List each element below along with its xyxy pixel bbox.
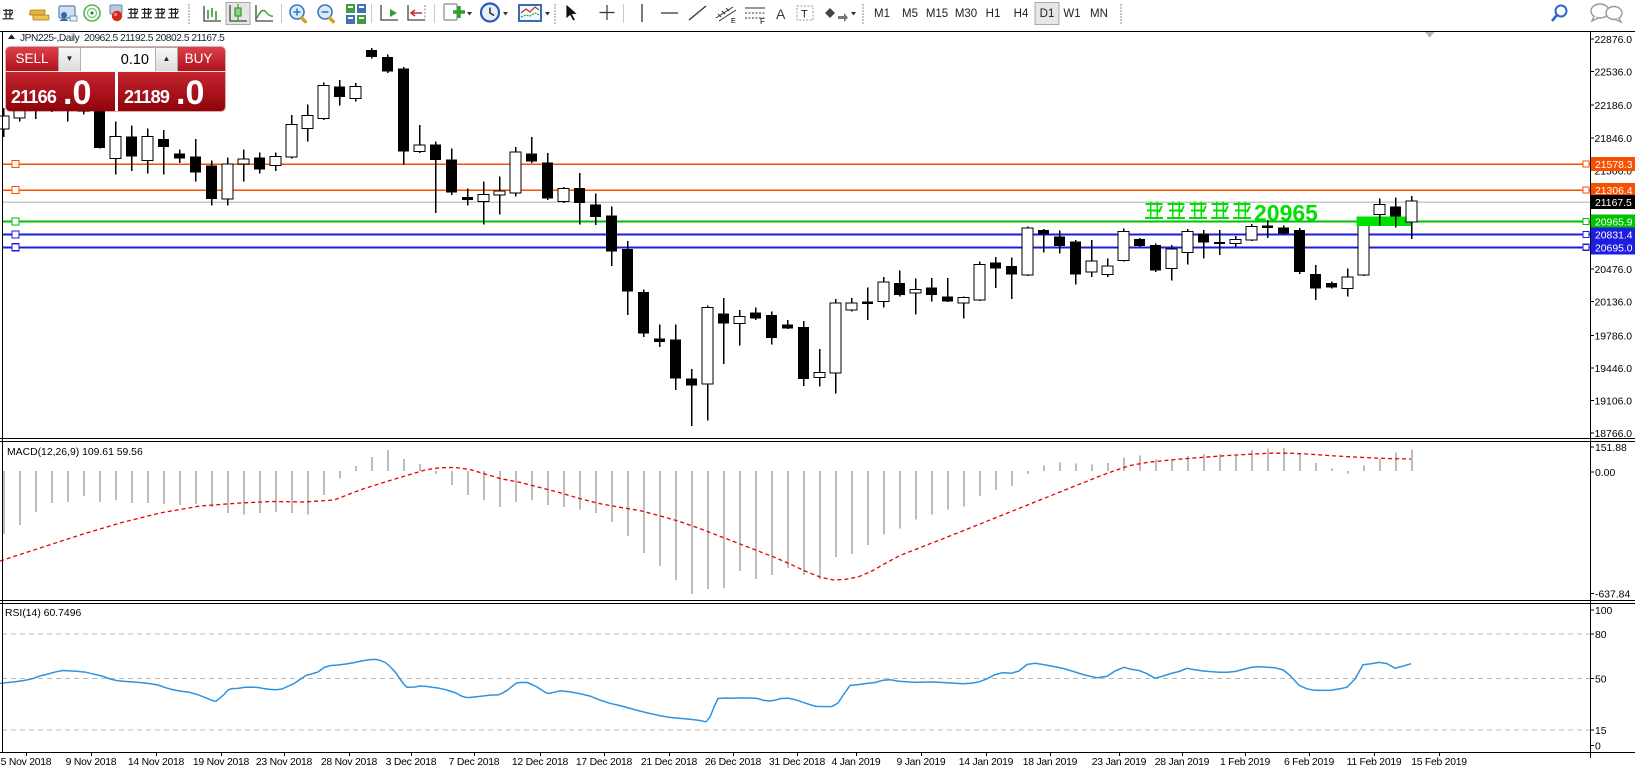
- svg-text:5 Nov 2018: 5 Nov 2018: [1, 757, 52, 768]
- svg-text:-637.84: -637.84: [1595, 590, 1630, 601]
- svg-text:19 Nov 2018: 19 Nov 2018: [193, 757, 250, 768]
- svg-text:20831.4: 20831.4: [1595, 231, 1633, 242]
- svg-text:A: A: [776, 6, 786, 22]
- svg-text:21 Dec 2018: 21 Dec 2018: [641, 757, 698, 768]
- svg-text:H4: H4: [1014, 8, 1029, 20]
- svg-text:21506.0: 21506.0: [1595, 166, 1633, 177]
- svg-text:18 Jan 2019: 18 Jan 2019: [1023, 757, 1078, 768]
- svg-text:28 Jan 2019: 28 Jan 2019: [1155, 757, 1210, 768]
- svg-text:17 Dec 2018: 17 Dec 2018: [576, 757, 633, 768]
- svg-text:JPN225-,Daily 20962.5 21192.5: JPN225-,Daily 20962.5 21192.5 20802.5 21…: [20, 33, 225, 44]
- svg-text:100: 100: [1595, 606, 1613, 617]
- svg-text:H1: H1: [986, 8, 1001, 20]
- svg-text:11 Feb 2019: 11 Feb 2019: [1347, 757, 1402, 768]
- svg-text:21578.3: 21578.3: [1595, 160, 1633, 171]
- svg-text:M1: M1: [874, 8, 890, 20]
- svg-text:19786.0: 19786.0: [1595, 331, 1633, 342]
- svg-text:15 Feb 2019: 15 Feb 2019: [1411, 757, 1467, 768]
- svg-text:MN: MN: [1090, 8, 1108, 20]
- svg-text:14 Jan 2019: 14 Jan 2019: [959, 757, 1014, 768]
- svg-text:21167.5: 21167.5: [1595, 198, 1632, 209]
- svg-text:20695.0: 20695.0: [1595, 243, 1633, 254]
- svg-text:21306.4: 21306.4: [1595, 186, 1633, 197]
- svg-text:28 Nov 2018: 28 Nov 2018: [321, 757, 378, 768]
- svg-text:0.00: 0.00: [1595, 468, 1615, 479]
- svg-text:4 Jan 2019: 4 Jan 2019: [832, 757, 881, 768]
- svg-text:50: 50: [1595, 674, 1607, 685]
- svg-text:9 Jan 2019: 9 Jan 2019: [897, 757, 946, 768]
- svg-text:M5: M5: [902, 8, 918, 20]
- svg-text:E: E: [731, 18, 736, 25]
- svg-text:23 Nov 2018: 23 Nov 2018: [256, 757, 313, 768]
- svg-text:19446.0: 19446.0: [1595, 364, 1633, 375]
- svg-text:26 Dec 2018: 26 Dec 2018: [705, 757, 762, 768]
- svg-text:MACD(12,26,9) 109.61 59.56: MACD(12,26,9) 109.61 59.56: [7, 447, 143, 458]
- svg-text:7 Dec 2018: 7 Dec 2018: [449, 757, 500, 768]
- svg-text:14 Nov 2018: 14 Nov 2018: [128, 757, 185, 768]
- svg-text:20136.0: 20136.0: [1595, 298, 1633, 309]
- svg-text:31 Dec 2018: 31 Dec 2018: [769, 757, 826, 768]
- svg-text:22876.0: 22876.0: [1595, 35, 1633, 46]
- svg-text:80: 80: [1595, 630, 1607, 641]
- svg-text:M15: M15: [926, 8, 948, 20]
- svg-text:21846.0: 21846.0: [1595, 134, 1633, 145]
- svg-text:19106.0: 19106.0: [1595, 397, 1633, 408]
- svg-text:M30: M30: [955, 8, 977, 20]
- svg-text:9 Nov 2018: 9 Nov 2018: [66, 757, 117, 768]
- svg-text:151.88: 151.88: [1595, 443, 1627, 454]
- svg-text:6 Feb 2019: 6 Feb 2019: [1284, 757, 1335, 768]
- svg-text:20965.9: 20965.9: [1595, 218, 1633, 229]
- svg-text:3 Dec 2018: 3 Dec 2018: [386, 757, 437, 768]
- svg-text:12 Dec 2018: 12 Dec 2018: [512, 757, 569, 768]
- svg-text:F: F: [760, 17, 765, 26]
- svg-text:0: 0: [1595, 742, 1601, 753]
- svg-text:W1: W1: [1063, 8, 1080, 20]
- svg-text:15: 15: [1595, 726, 1607, 737]
- svg-text:RSI(14) 60.7496: RSI(14) 60.7496: [5, 608, 81, 619]
- svg-text:T: T: [801, 9, 808, 21]
- svg-text:23 Jan 2019: 23 Jan 2019: [1092, 757, 1147, 768]
- svg-text:1 Feb 2019: 1 Feb 2019: [1220, 757, 1271, 768]
- svg-text:22536.0: 22536.0: [1595, 68, 1633, 79]
- svg-text:22186.0: 22186.0: [1595, 101, 1633, 112]
- svg-text:D1: D1: [1040, 8, 1055, 20]
- svg-text:20965: 20965: [1254, 200, 1318, 226]
- svg-text:20476.0: 20476.0: [1595, 265, 1633, 276]
- svg-text:18766.0: 18766.0: [1595, 429, 1633, 440]
